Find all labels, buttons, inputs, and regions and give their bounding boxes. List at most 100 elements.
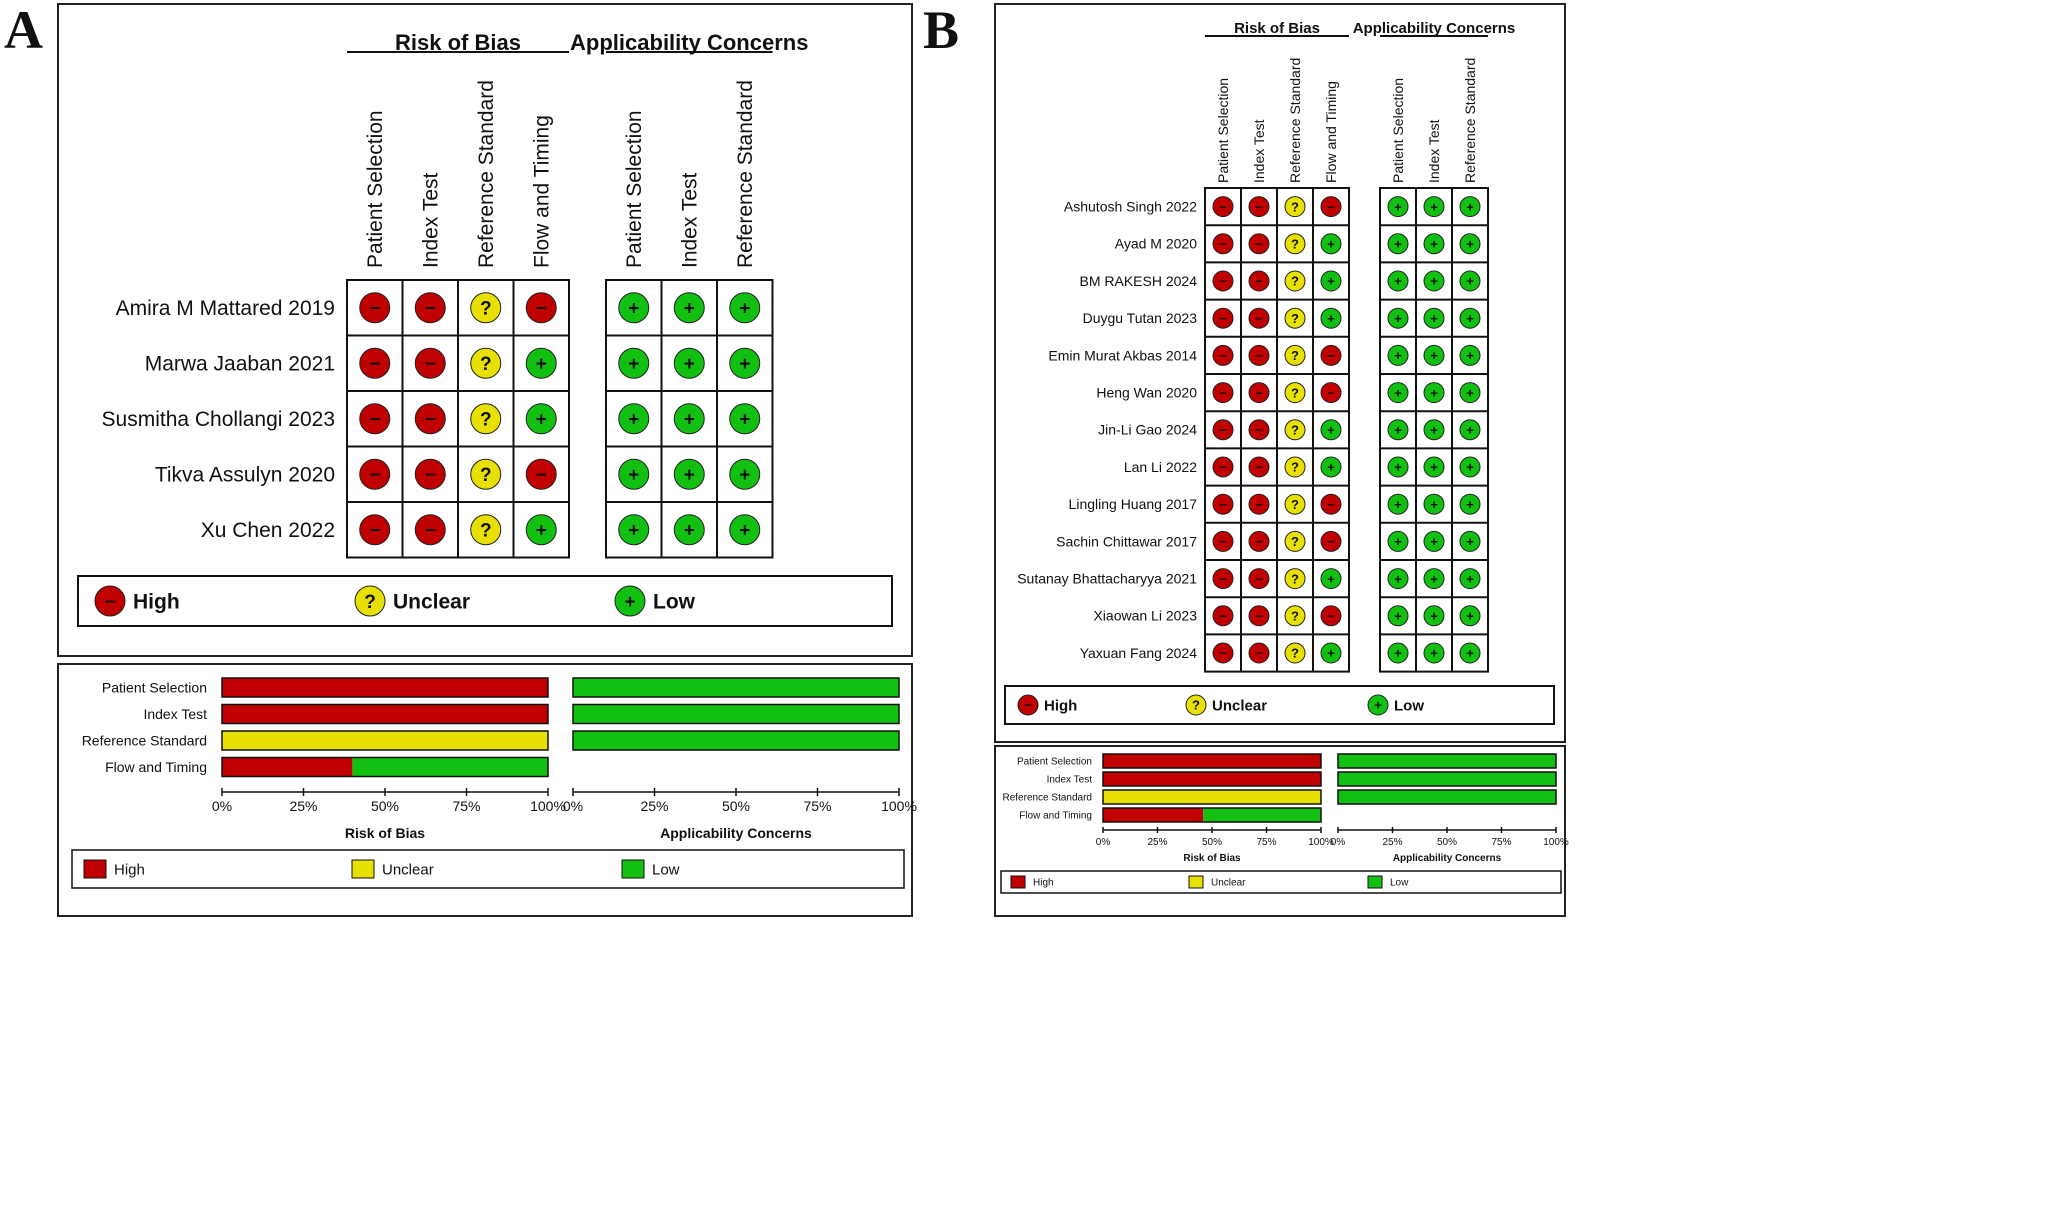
applicability-judgement-low: + <box>1459 456 1481 478</box>
low-judgement-symbol: + <box>1466 460 1474 475</box>
high-judgement-symbol: − <box>1255 199 1263 214</box>
rob-judgement-high: − <box>414 347 446 379</box>
group-title-risk-of-bias: Risk of Bias <box>1234 20 1320 37</box>
rob-judgement-high: − <box>1212 419 1234 441</box>
unclear-judgement-symbol: ? <box>480 521 492 542</box>
high-judgement-symbol: − <box>1219 311 1227 326</box>
high-judgement-symbol: − <box>425 521 436 542</box>
applicability-judgement-low: + <box>1387 530 1409 552</box>
high-judgement-circle <box>359 292 391 324</box>
legend-label-unclear: Unclear <box>393 591 470 614</box>
high-judgement-circle <box>94 585 126 617</box>
rob-judgement-high: − <box>359 292 391 324</box>
high-judgement-symbol: − <box>1219 497 1227 512</box>
low-judgement-symbol: + <box>739 521 750 542</box>
rob-judgement-high: − <box>1212 568 1234 590</box>
high-judgement-circle <box>359 514 391 546</box>
unclear-judgement-circle <box>1284 456 1306 478</box>
low-judgement-circle <box>1423 382 1445 404</box>
high-judgement-symbol: − <box>1219 199 1227 214</box>
study-name: Sachin Chittawar 2017 <box>1056 533 1197 549</box>
high-judgement-symbol: − <box>1255 571 1263 586</box>
unclear-judgement-symbol: ? <box>1291 236 1299 251</box>
x-tick-label: 50% <box>1202 837 1222 848</box>
legend-label-high: High <box>114 861 145 878</box>
applicability-judgement-low: + <box>1423 382 1445 404</box>
low-judgement-symbol: + <box>1394 199 1402 214</box>
high-judgement-symbol: − <box>1327 497 1335 512</box>
applicability-judgement-low: + <box>673 292 705 324</box>
rob-judgement-high: − <box>1248 530 1270 552</box>
low-judgement-symbol: + <box>684 354 695 375</box>
high-judgement-circle <box>1248 233 1270 255</box>
bar-outline <box>1337 753 1557 769</box>
bar-segment-high <box>1103 754 1321 768</box>
x-axis-title-applicability-concerns: Applicability Concerns <box>660 825 812 841</box>
unclear-judgement-symbol: ? <box>1291 274 1299 289</box>
legend-label-unclear: Unclear <box>1212 697 1267 714</box>
summary-bars-panel-a: Patient Selection Index Test Reference Sta… <box>57 663 917 917</box>
rob-judgement-unclear: ? <box>1284 568 1306 590</box>
low-judgement-symbol: + <box>1466 646 1474 661</box>
legend-label-low: Low <box>653 591 696 614</box>
rob-judgement-low: + <box>1320 419 1342 441</box>
high-judgement-circle <box>1248 493 1270 515</box>
high-judgement-symbol: − <box>369 410 380 431</box>
high-judgement-symbol: − <box>1255 236 1263 251</box>
bar-outline <box>1102 807 1322 823</box>
applicability-judgement-low: + <box>1423 568 1445 590</box>
x-tick-label: 50% <box>722 798 750 814</box>
low-judgement-circle <box>1423 307 1445 329</box>
applicability-judgement-low: + <box>1387 456 1409 478</box>
legend-label-unclear: Unclear <box>382 861 434 878</box>
legend-label-low: Low <box>652 861 680 878</box>
low-judgement-circle <box>525 514 557 546</box>
high-judgement-circle <box>1017 694 1039 716</box>
bar-segment-high <box>222 757 353 777</box>
low-judgement-circle <box>673 292 705 324</box>
rob-judgement-high: − <box>1320 344 1342 366</box>
low-judgement-symbol: + <box>1394 274 1402 289</box>
low-judgement-symbol: + <box>1394 385 1402 400</box>
rob-judgement-low: + <box>1320 270 1342 292</box>
x-tick-label: 0% <box>1331 837 1346 848</box>
low-judgement-circle <box>1387 642 1409 664</box>
bar-outline <box>221 677 549 698</box>
x-tick-label: 0% <box>212 798 232 814</box>
rob-judgement-low: + <box>525 347 557 379</box>
legend-swatch-high <box>1010 875 1026 889</box>
applicability-judgement-low: + <box>1423 307 1445 329</box>
bar-segment-low <box>573 704 899 724</box>
legend-label-low: Low <box>1394 697 1424 714</box>
high-judgement-symbol: − <box>104 592 115 613</box>
column-header-reference-standard: Reference Standard <box>475 80 498 268</box>
study-name: Lingling Huang 2017 <box>1069 496 1198 512</box>
low-judgement-symbol: + <box>1466 571 1474 586</box>
low-judgement-symbol: + <box>1327 274 1335 289</box>
high-judgement-circle <box>1248 568 1270 590</box>
high-judgement-symbol: − <box>425 410 436 431</box>
applicability-judgement-low: + <box>673 403 705 435</box>
low-judgement-circle <box>1387 530 1409 552</box>
low-judgement-symbol: + <box>1466 534 1474 549</box>
low-judgement-symbol: + <box>1430 608 1438 623</box>
rob-judgement-unclear: ? <box>1284 642 1306 664</box>
low-judgement-symbol: + <box>1430 571 1438 586</box>
rob-judgement-high: − <box>1320 493 1342 515</box>
applicability-judgement-low: + <box>729 403 761 435</box>
low-judgement-symbol: + <box>1430 646 1438 661</box>
unclear-judgement-circle <box>1284 344 1306 366</box>
rob-judgement-high: − <box>359 403 391 435</box>
low-judgement-circle <box>1367 694 1389 716</box>
unclear-judgement-circle <box>1284 530 1306 552</box>
low-judgement-symbol: + <box>739 299 750 320</box>
applicability-judgement-low: + <box>618 403 650 435</box>
high-judgement-symbol: − <box>1219 646 1227 661</box>
rob-judgement-high: − <box>414 514 446 546</box>
low-judgement-symbol: + <box>1394 571 1402 586</box>
bar-segment-low <box>1338 754 1556 768</box>
unclear-judgement-symbol: ? <box>1291 199 1299 214</box>
unclear-judgement-circle <box>1284 419 1306 441</box>
unclear-judgement-symbol: ? <box>1291 460 1299 475</box>
unclear-judgement-circle <box>470 514 502 546</box>
